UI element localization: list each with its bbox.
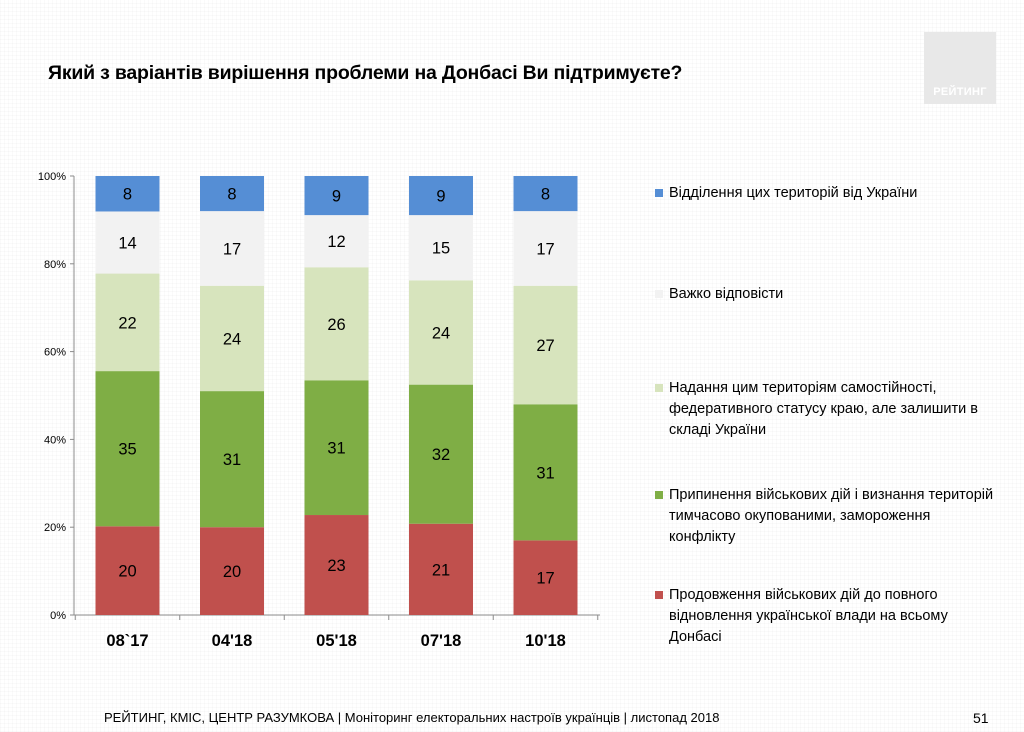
data-label: 12: [327, 233, 345, 251]
bar-segment: [409, 384, 473, 524]
data-label: 20: [118, 563, 136, 581]
data-label: 9: [332, 188, 341, 206]
data-label: 24: [223, 330, 241, 348]
data-label: 31: [536, 464, 554, 482]
footer: РЕЙТИНГ, КМІС, ЦЕНТР РАЗУМКОВА | Монітор…: [104, 710, 719, 725]
y-tick-label: 0%: [50, 610, 66, 622]
x-category-label: 07'18: [421, 632, 462, 650]
bar-segment: [513, 540, 578, 615]
y-tick-label: 20%: [44, 522, 66, 534]
bar-segment: [200, 285, 264, 392]
y-tick-label: 60%: [44, 347, 66, 359]
data-label: 8: [123, 186, 132, 204]
bar-segment: [409, 280, 473, 385]
bar-segment: [200, 527, 264, 615]
bar-segment: [200, 211, 264, 286]
bar-segment: [304, 380, 369, 516]
data-label: 26: [327, 316, 345, 334]
page-title: Який з варіантів вирішення проблеми на Д…: [48, 62, 683, 84]
bar-segment: [95, 526, 160, 615]
y-tick-label: 40%: [44, 434, 66, 446]
legend-swatch: [655, 290, 663, 298]
legend-label: Важко відповісти: [669, 286, 784, 302]
data-label: 24: [432, 324, 450, 342]
legend-label: Надання цим територіям самостійності, фе…: [669, 380, 978, 438]
footer-sources: РЕЙТИНГ, КМІС, ЦЕНТР РАЗУМКОВА |: [104, 710, 342, 725]
data-label: 17: [536, 240, 554, 258]
bar-segment: [95, 371, 160, 527]
data-label: 27: [536, 337, 554, 355]
bar-segment: [304, 267, 369, 381]
data-label: 15: [432, 240, 450, 258]
data-label: 35: [118, 441, 136, 459]
data-label: 20: [223, 563, 241, 581]
y-tick-label: 80%: [44, 259, 66, 271]
data-label: 9: [436, 188, 445, 206]
legend-swatch: [655, 384, 663, 392]
x-category-label: 10'18: [525, 632, 566, 650]
data-label: 22: [118, 314, 136, 332]
data-label: 31: [327, 440, 345, 458]
page-number: 51: [973, 710, 989, 726]
legend-swatch: [655, 189, 663, 197]
logo-text: РЕЙТИНГ: [933, 86, 987, 98]
bar-segment: [304, 515, 369, 615]
data-label: 31: [223, 451, 241, 469]
y-tick-label: 100%: [38, 171, 66, 183]
bar-segment: [95, 211, 160, 274]
x-category-label: 08`17: [106, 632, 148, 650]
bar-segment: [513, 285, 578, 405]
x-category-label: 04'18: [212, 632, 253, 650]
data-label: 23: [327, 557, 345, 575]
bar-segment: [304, 215, 369, 268]
legend-label: Припинення військових дій і визнання тер…: [669, 487, 994, 545]
bar-segment: [304, 176, 369, 216]
bar-segment: [95, 176, 160, 212]
data-label: 8: [541, 186, 550, 204]
bar-segment: [409, 176, 473, 216]
bar-segment: [95, 273, 160, 372]
legend-label: Відділення цих територій від України: [669, 185, 918, 201]
data-label: 32: [432, 446, 450, 464]
data-label: 21: [432, 561, 450, 579]
data-label: 14: [118, 235, 136, 253]
bar-segment: [513, 176, 578, 212]
legend-swatch: [655, 491, 663, 499]
bar-segment: [200, 391, 264, 528]
legend-label: Продовження військових дій до повного ві…: [669, 587, 948, 645]
bar-segment: [513, 211, 578, 286]
bar-segment: [409, 215, 473, 281]
footer-description: Моніторинг електоральних настроїв україн…: [344, 710, 720, 725]
rating-logo: РЕЙТИНГ: [924, 32, 996, 104]
bar-segment: [513, 404, 578, 541]
data-label: 8: [227, 186, 236, 204]
data-label: 17: [223, 240, 241, 258]
data-label: 17: [536, 570, 554, 588]
x-category-label: 05'18: [316, 632, 357, 650]
bar-segment: [200, 176, 264, 212]
bar-segment: [409, 523, 473, 615]
legend-swatch: [655, 591, 663, 599]
